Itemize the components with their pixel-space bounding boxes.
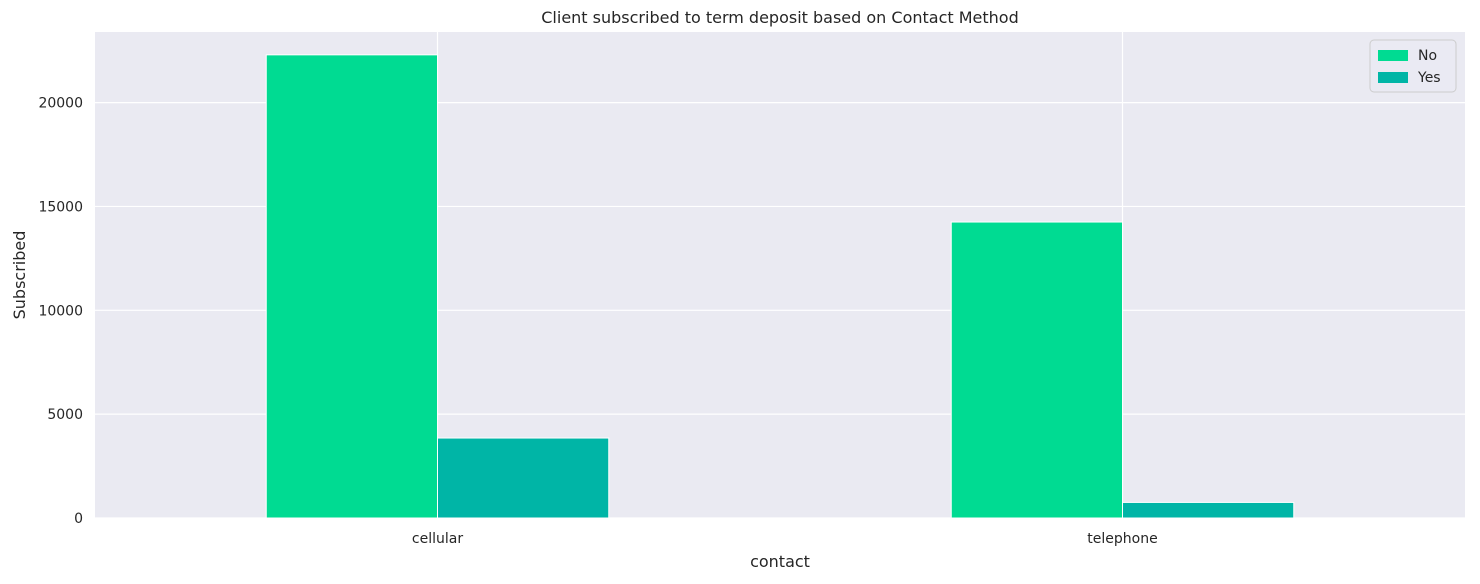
x-tick-label: cellular xyxy=(412,531,463,547)
y-tick-label: 20000 xyxy=(38,96,83,112)
y-axis-ticks: 0 5000 10000 15000 20000 xyxy=(38,96,83,527)
bar-no-cellular xyxy=(265,54,438,519)
y-tick-label: 5000 xyxy=(47,407,83,423)
y-tick-label: 10000 xyxy=(38,303,83,319)
bar-no-telephone xyxy=(950,221,1123,519)
x-axis-label: contact xyxy=(750,552,810,571)
legend-swatch-yes xyxy=(1378,72,1408,83)
legend-box xyxy=(1369,39,1457,93)
chart-title: Client subscribed to term deposit based … xyxy=(541,8,1019,27)
legend: No Yes xyxy=(1369,39,1457,93)
y-axis-label: Subscribed xyxy=(10,231,29,320)
x-tick-label: telephone xyxy=(1087,531,1157,547)
x-axis-ticks: cellular telephone xyxy=(412,531,1158,547)
legend-label-no: No xyxy=(1418,48,1437,64)
legend-label-yes: Yes xyxy=(1417,70,1441,86)
y-tick-label: 0 xyxy=(74,511,83,527)
legend-swatch-no xyxy=(1378,50,1408,61)
bar-yes-telephone xyxy=(1122,501,1295,519)
bar-yes-cellular xyxy=(437,437,610,519)
y-tick-label: 15000 xyxy=(38,199,83,215)
bars xyxy=(265,54,1295,519)
